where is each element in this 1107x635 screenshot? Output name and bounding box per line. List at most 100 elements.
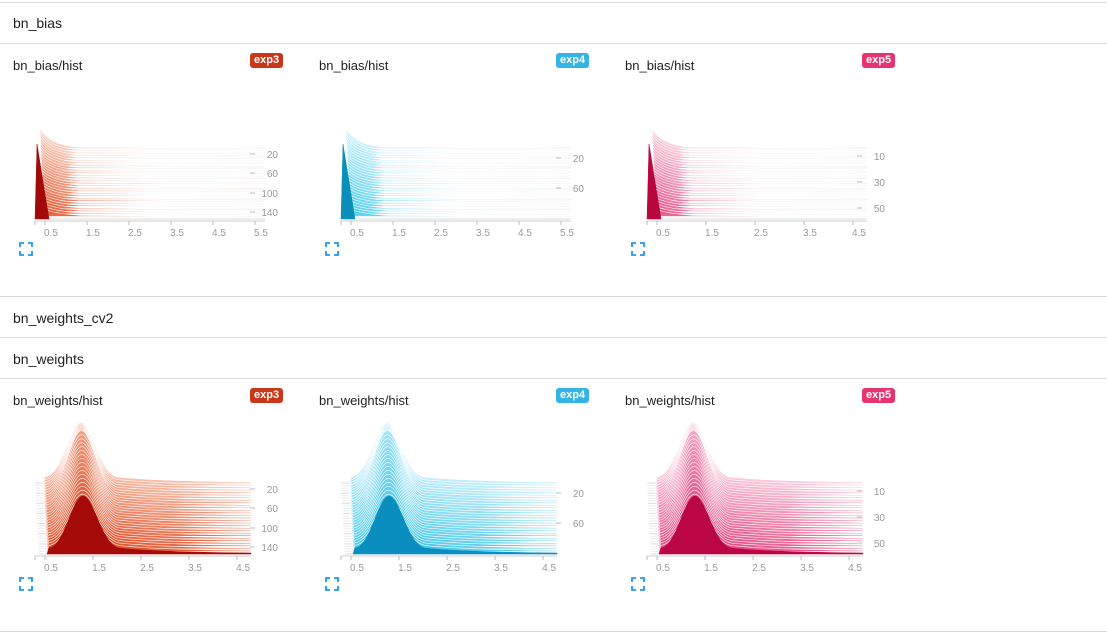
top-divider xyxy=(0,2,1107,3)
run-badge: exp3 xyxy=(250,53,284,68)
y-tick-label: 60 xyxy=(267,504,279,515)
histogram-chart: 0.5 1.5 2.5 3.5 4.5 20 60 xyxy=(340,422,585,571)
x-tick-label: 4.5 xyxy=(518,228,532,236)
fullscreen-icon[interactable] xyxy=(19,242,33,256)
histogram-slice xyxy=(646,96,868,151)
run-badge: exp4 xyxy=(556,388,590,403)
fullscreen-icon[interactable] xyxy=(325,577,339,591)
y-tick-label: 20 xyxy=(573,489,585,500)
fullscreen-icon[interactable] xyxy=(631,242,645,256)
histogram-card: bn_weights/hist exp3 0.5 1.5 2.5 3.5 4.5 20 60 10… xyxy=(13,388,293,603)
x-tick-label: 4.5 xyxy=(852,228,866,236)
histogram-slice xyxy=(46,495,252,555)
x-tick-label: 4.5 xyxy=(542,563,556,571)
x-tick-label: 3.5 xyxy=(803,228,817,236)
y-tick-label: 100 xyxy=(261,189,278,200)
histogram-chart: 0.5 1.5 2.5 3.5 4.5 10 30 50 xyxy=(646,92,886,236)
x-tick-label: 0.5 xyxy=(350,228,364,236)
x-tick-label: 4.5 xyxy=(848,563,862,571)
histogram-chart: 0.5 1.5 2.5 3.5 4.5 5.5 20 60 100 140 xyxy=(34,92,279,236)
fullscreen-icon[interactable] xyxy=(19,577,33,591)
x-tick-label: 0.5 xyxy=(44,563,58,571)
divider xyxy=(0,296,1107,297)
histogram-slice xyxy=(34,100,266,154)
x-tick-label: 1.5 xyxy=(392,228,406,236)
card-title: bn_bias/hist xyxy=(319,58,389,73)
x-tick-label: 1.5 xyxy=(86,228,100,236)
y-tick-label: 50 xyxy=(874,539,886,550)
divider xyxy=(0,43,1107,44)
card-title: bn_weights/hist xyxy=(319,393,409,408)
x-tick-label: 2.5 xyxy=(752,563,766,571)
histogram-card: bn_bias/hist exp4 0.5 1.5 2.5 3.5 4.5 5.5 20 60 xyxy=(319,53,599,268)
x-tick-label: 3.5 xyxy=(800,563,814,571)
histogram-chart: 0.5 1.5 2.5 3.5 4.5 5.5 20 60 xyxy=(340,92,585,236)
divider xyxy=(0,337,1107,338)
y-tick-label: 60 xyxy=(573,184,585,195)
y-tick-label: 10 xyxy=(874,152,886,163)
y-tick-label: 140 xyxy=(261,208,278,219)
histogram-slice xyxy=(340,143,356,220)
y-tick-label: 30 xyxy=(874,178,886,189)
x-tick-label: 3.5 xyxy=(188,563,202,571)
run-badge: exp3 xyxy=(250,388,284,403)
histogram-chart: 0.5 1.5 2.5 3.5 4.5 20 60 100 140 xyxy=(34,422,279,571)
x-tick-label: 0.5 xyxy=(350,563,364,571)
divider xyxy=(0,378,1107,379)
histogram-card: bn_weights/hist exp5 0.5 1.5 2.5 3.5 4.5 10 30 50 xyxy=(625,388,905,603)
card-title: bn_bias/hist xyxy=(13,58,83,73)
divider xyxy=(0,631,1107,632)
x-tick-label: 1.5 xyxy=(398,563,412,571)
x-tick-label: 3.5 xyxy=(170,228,184,236)
x-tick-label: 3.5 xyxy=(476,228,490,236)
histogram-card: bn_bias/hist exp5 0.5 1.5 2.5 3.5 4.5 10 30 50 xyxy=(625,53,905,268)
x-tick-label: 2.5 xyxy=(140,563,154,571)
x-tick-label: 1.5 xyxy=(92,563,106,571)
card-title: bn_weights/hist xyxy=(13,393,103,408)
x-tick-label: 2.5 xyxy=(754,228,768,236)
y-tick-label: 140 xyxy=(261,543,278,554)
histogram-slice xyxy=(352,495,558,555)
fullscreen-icon[interactable] xyxy=(325,242,339,256)
x-tick-label: 5.5 xyxy=(560,228,574,236)
run-badge: exp4 xyxy=(556,53,590,68)
histogram-slice xyxy=(646,92,868,149)
y-tick-label: 60 xyxy=(267,169,279,180)
histogram-slice xyxy=(340,96,572,151)
x-tick-label: 2.5 xyxy=(128,228,142,236)
y-tick-label: 20 xyxy=(573,154,585,165)
x-tick-label: 0.5 xyxy=(656,563,670,571)
run-badge: exp5 xyxy=(862,388,896,403)
histogram-slice xyxy=(658,495,864,555)
y-tick-label: 60 xyxy=(573,519,585,530)
y-tick-label: 20 xyxy=(267,150,279,161)
y-tick-label: 10 xyxy=(874,487,886,498)
y-tick-label: 100 xyxy=(261,524,278,535)
histogram-slice xyxy=(646,143,662,220)
fullscreen-icon[interactable] xyxy=(631,577,645,591)
x-tick-label: 0.5 xyxy=(656,228,670,236)
x-tick-label: 5.5 xyxy=(254,228,268,236)
x-tick-label: 4.5 xyxy=(212,228,226,236)
histogram-chart: 0.5 1.5 2.5 3.5 4.5 10 30 50 xyxy=(646,422,886,571)
group-title-bn-weights-cv2[interactable]: bn_weights_cv2 xyxy=(13,310,114,326)
histogram-slice xyxy=(646,100,868,154)
histogram-slice xyxy=(34,96,266,151)
x-tick-label: 1.5 xyxy=(704,563,718,571)
x-tick-label: 3.5 xyxy=(494,563,508,571)
card-title: bn_weights/hist xyxy=(625,393,715,408)
x-tick-label: 0.5 xyxy=(44,228,58,236)
group-title-bn-bias[interactable]: bn_bias xyxy=(13,15,63,31)
histogram-card: bn_bias/hist exp3 0.5 1.5 2.5 3.5 4.5 5.5 20 60 10… xyxy=(13,53,293,268)
run-badge: exp5 xyxy=(862,53,896,68)
x-tick-label: 2.5 xyxy=(434,228,448,236)
x-tick-label: 4.5 xyxy=(236,563,250,571)
y-tick-label: 30 xyxy=(874,513,886,524)
histogram-card: bn_weights/hist exp4 0.5 1.5 2.5 3.5 4.5 20 60 xyxy=(319,388,599,603)
y-tick-label: 50 xyxy=(874,204,886,215)
group-title-bn-weights[interactable]: bn_weights xyxy=(13,351,84,367)
x-tick-label: 1.5 xyxy=(705,228,719,236)
card-title: bn_bias/hist xyxy=(625,58,695,73)
histogram-slice xyxy=(34,143,50,220)
y-tick-label: 20 xyxy=(267,485,279,496)
